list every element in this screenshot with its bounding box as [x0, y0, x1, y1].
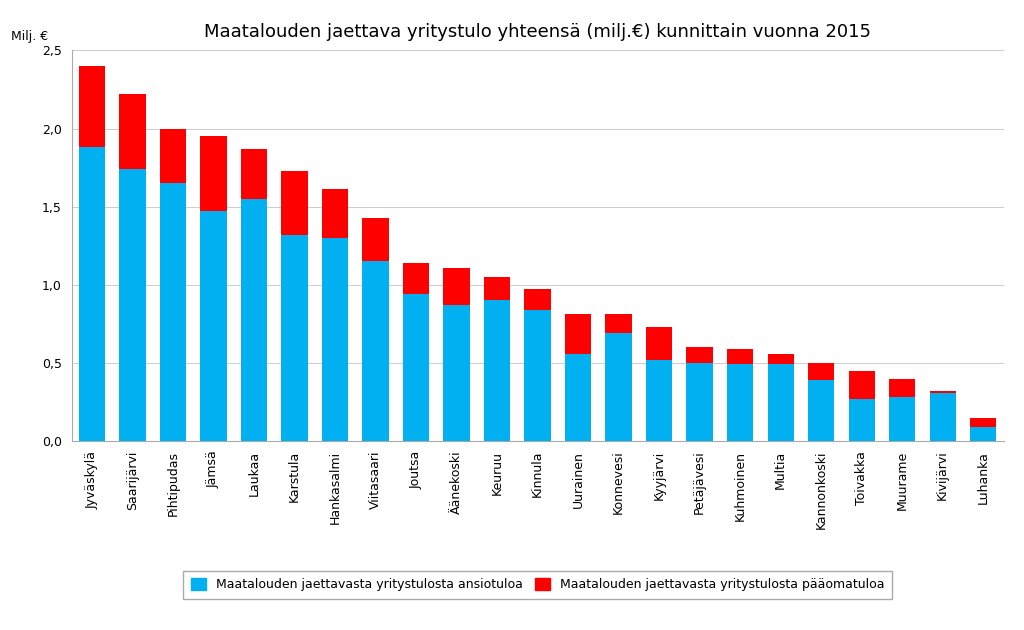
Bar [565, 314, 591, 353]
Bar [160, 183, 186, 441]
Bar [322, 238, 348, 441]
Bar [362, 217, 389, 261]
Bar [889, 379, 915, 398]
Bar [119, 94, 145, 169]
Bar [201, 211, 226, 441]
Bar [443, 305, 470, 441]
Bar [930, 392, 956, 441]
Bar [970, 427, 996, 441]
Bar [160, 129, 186, 183]
Bar [930, 391, 956, 392]
Bar [646, 360, 673, 441]
Bar [605, 314, 632, 333]
Text: Milj. €: Milj. € [11, 30, 48, 43]
Bar [565, 353, 591, 441]
Bar [524, 310, 551, 441]
Bar [282, 235, 307, 441]
Bar [484, 301, 510, 441]
Bar [201, 136, 226, 211]
Bar [443, 268, 470, 305]
Bar [119, 169, 145, 441]
Bar [402, 294, 429, 441]
Bar [362, 261, 389, 441]
Bar [727, 349, 754, 364]
Bar [768, 364, 794, 441]
Bar [768, 353, 794, 364]
Bar [849, 370, 874, 399]
Bar [849, 399, 874, 441]
Bar [524, 289, 551, 310]
Bar [282, 171, 307, 235]
Title: Maatalouden jaettava yritystulo yhteensä (milj.€) kunnittain vuonna 2015: Maatalouden jaettava yritystulo yhteensä… [204, 23, 871, 40]
Bar [686, 347, 713, 363]
Legend: Maatalouden jaettavasta yritystulosta ansiotuloa, Maatalouden jaettavasta yritys: Maatalouden jaettavasta yritystulosta an… [183, 571, 892, 598]
Bar [484, 277, 510, 301]
Bar [970, 418, 996, 427]
Bar [241, 149, 267, 199]
Bar [241, 199, 267, 441]
Bar [402, 263, 429, 294]
Bar [79, 66, 105, 147]
Bar [808, 380, 835, 441]
Bar [889, 398, 915, 441]
Bar [727, 364, 754, 441]
Bar [686, 363, 713, 441]
Bar [808, 363, 835, 380]
Bar [322, 190, 348, 238]
Bar [79, 147, 105, 441]
Bar [646, 327, 673, 360]
Bar [605, 333, 632, 441]
